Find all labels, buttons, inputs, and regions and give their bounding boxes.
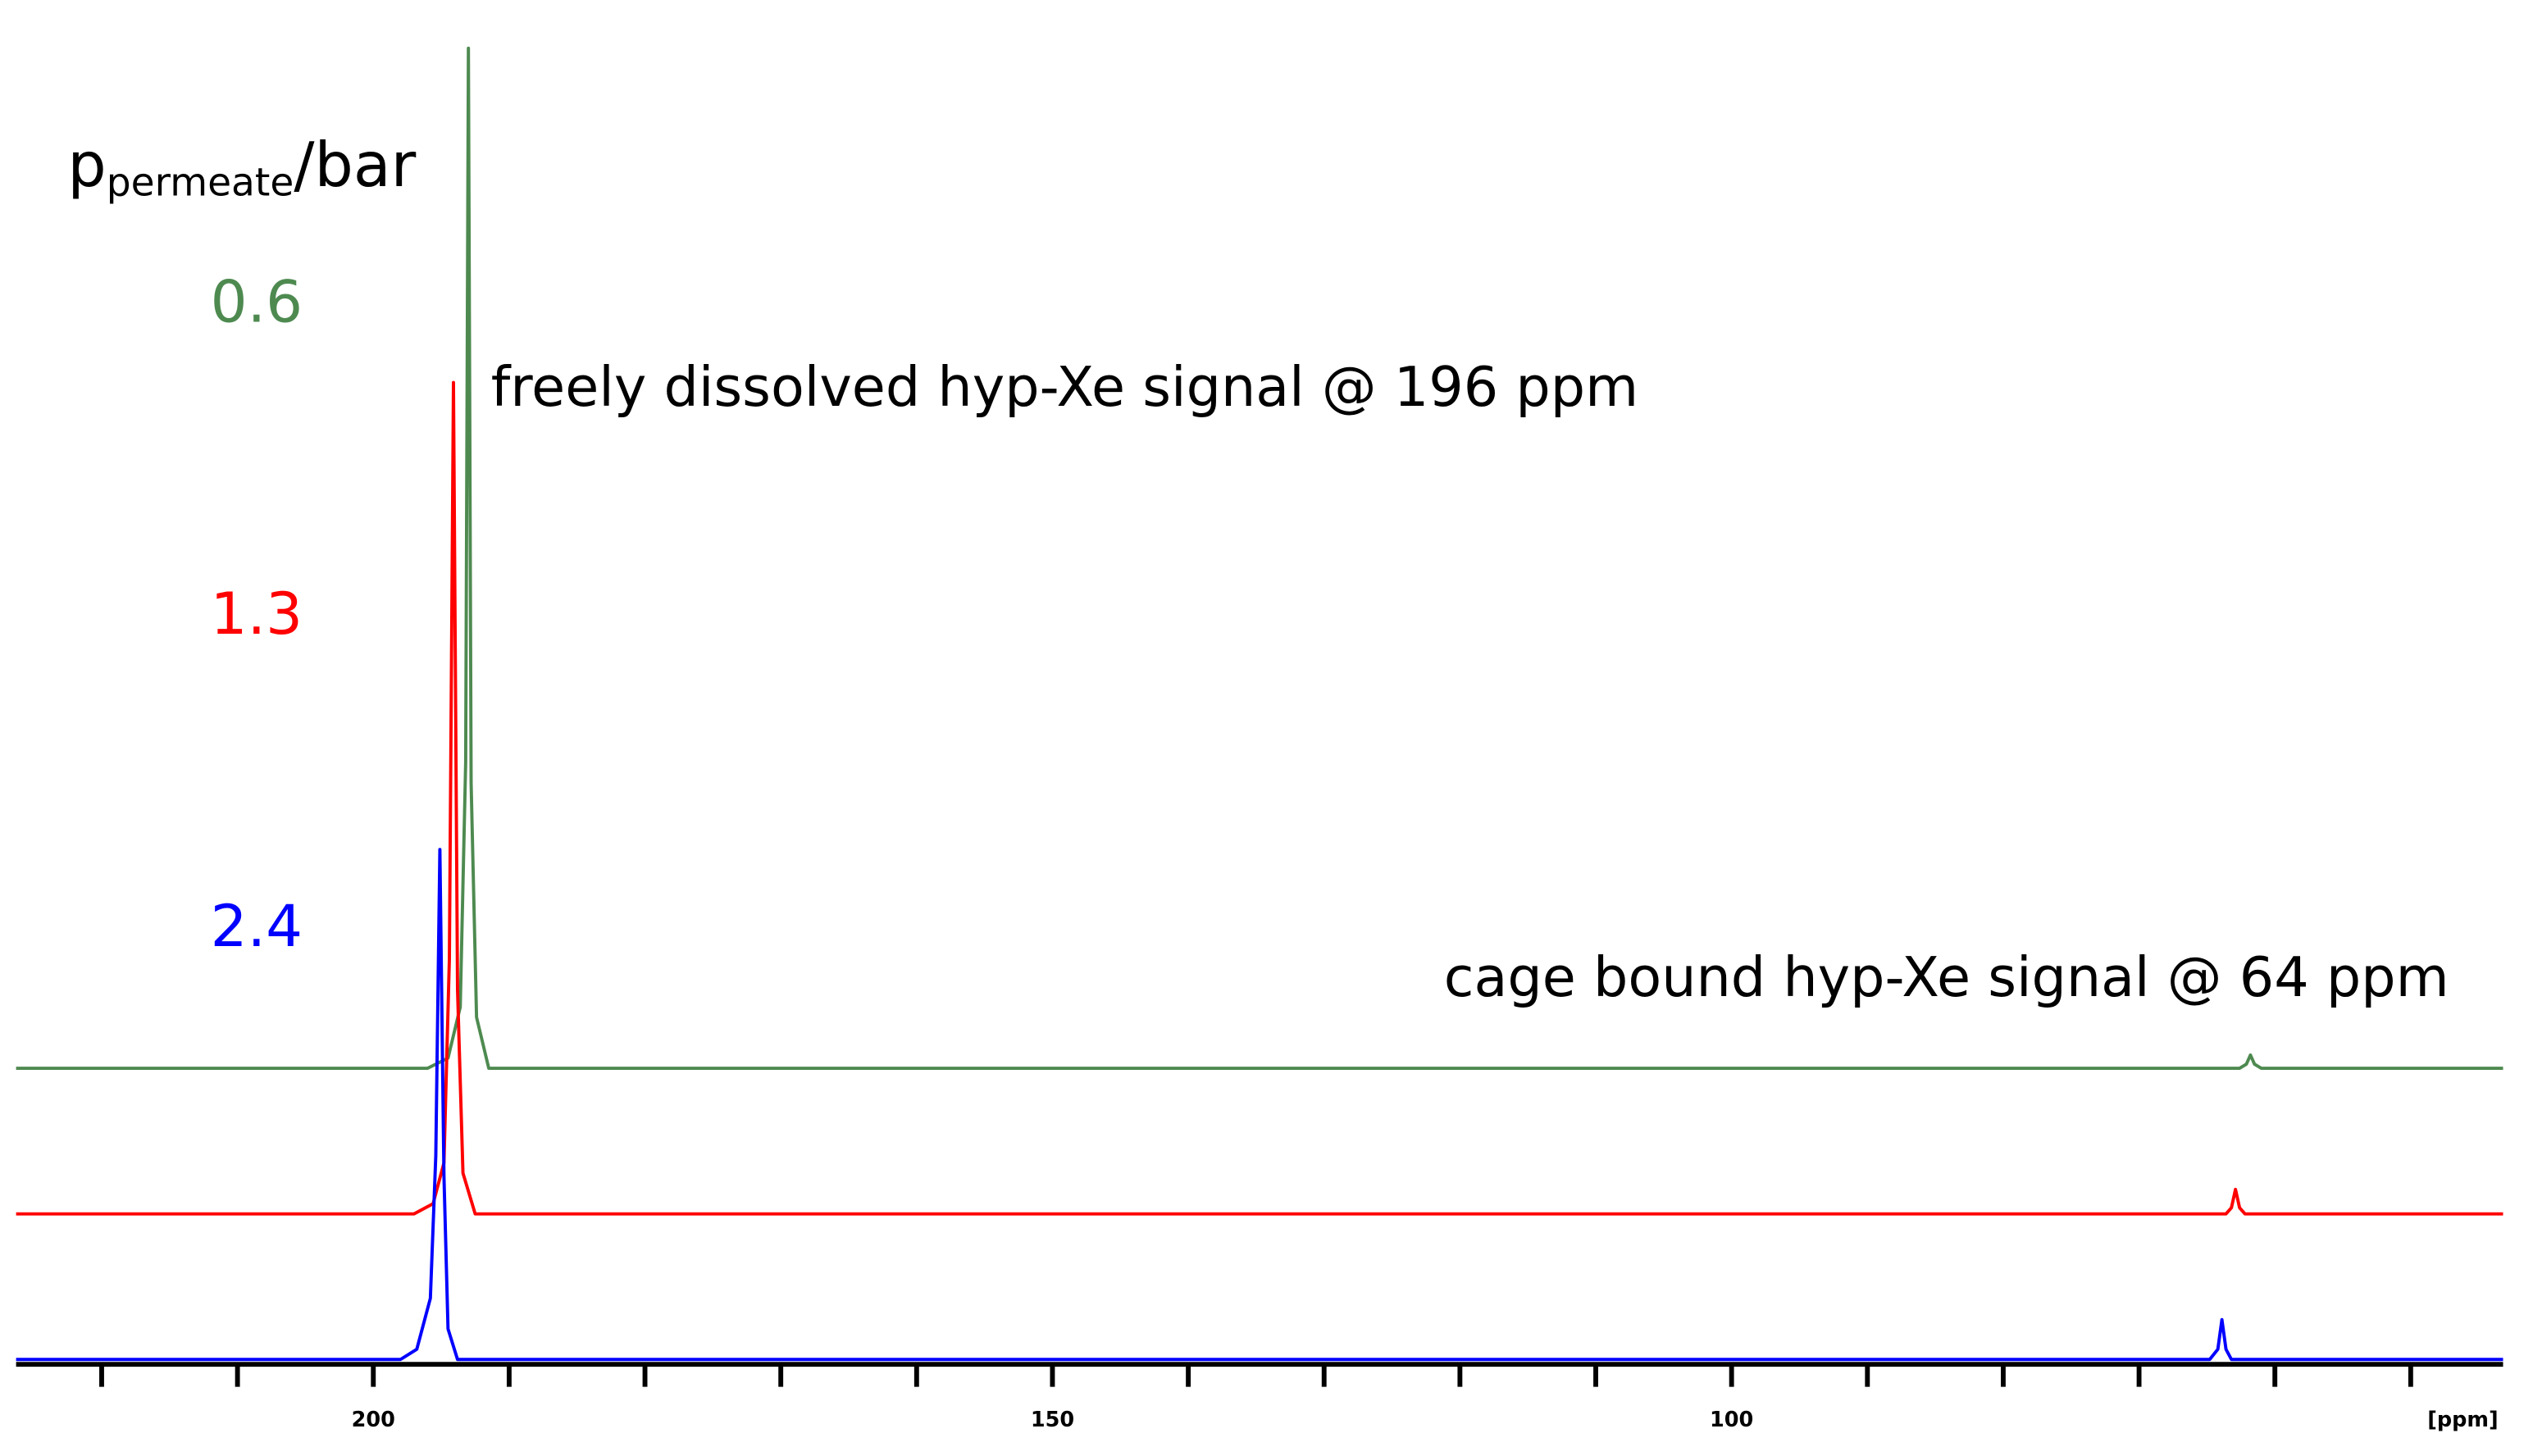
series-label: 0.6 (211, 267, 303, 335)
x-tick-label: 100 (1710, 1408, 1753, 1432)
annotation: cage bound hyp-Xe signal @ 64 ppm (1444, 945, 2449, 1009)
spectrum-line (16, 848, 2503, 1362)
x-tick-label: 150 (1031, 1408, 1074, 1432)
spectrum-line (16, 380, 2503, 1216)
series-label: 2.4 (211, 892, 303, 960)
annotation: freely dissolved hyp-Xe signal @ 196 ppm (491, 355, 1638, 419)
spectrum-line (16, 46, 2503, 1071)
series-label: 1.3 (211, 580, 303, 648)
legend-title-main: p (67, 130, 106, 201)
x-tick-label: 200 (352, 1408, 395, 1432)
legend-title-unit: /bar (294, 130, 416, 201)
legend-title: ppermeate/bar (67, 130, 416, 206)
x-axis-label: [ppm] (2427, 1408, 2498, 1432)
legend-title-sub: permeate (107, 161, 294, 206)
